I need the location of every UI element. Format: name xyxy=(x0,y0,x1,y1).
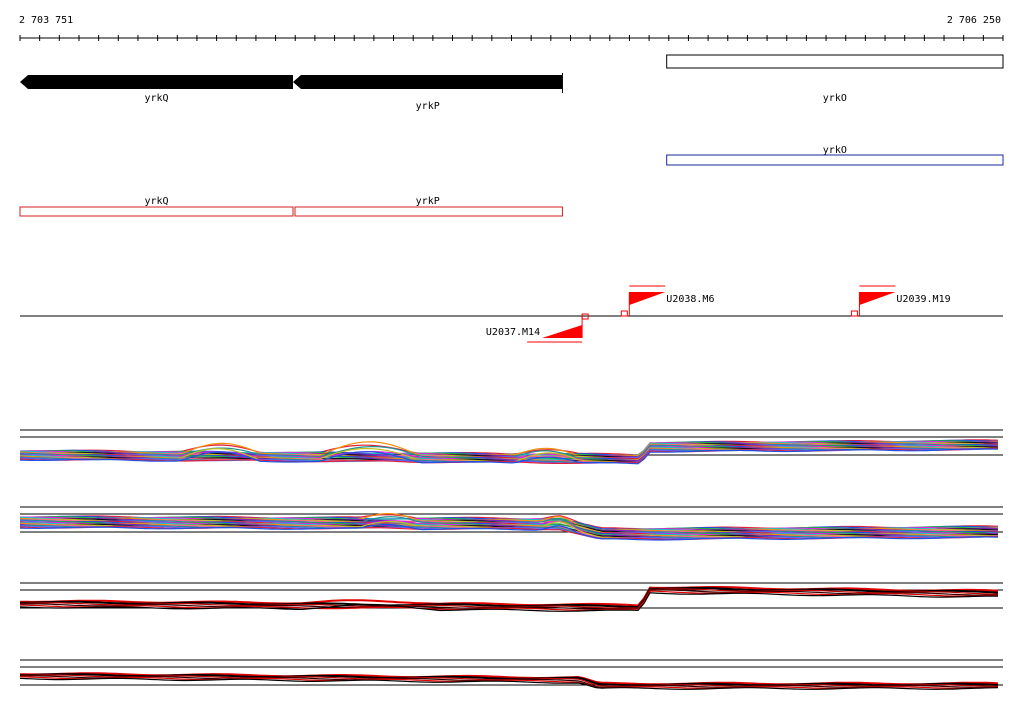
expression-profile-line xyxy=(19,523,999,541)
ruler-end-label: 2 706 250 xyxy=(947,15,1001,26)
gene-label-yrkP: yrkP xyxy=(416,101,440,112)
marker-box xyxy=(850,310,858,317)
expression-track-3 xyxy=(19,582,1003,612)
expression-profile-line xyxy=(19,589,999,610)
annotation-label-yrkQ: yrkQ xyxy=(144,196,168,207)
marker-flag xyxy=(542,325,583,338)
gene-label-yrkQ: yrkQ xyxy=(144,93,168,104)
expression-profile-line xyxy=(19,590,999,611)
expression-profile-line xyxy=(19,673,999,687)
expression-track-4 xyxy=(19,659,1003,690)
annotation-yrkP xyxy=(294,206,563,217)
gene-yrkO xyxy=(666,54,1004,69)
marker-track: U2037.M14 U2038.M6 U2039.M19 xyxy=(20,285,1003,343)
annotation-label-yrkP: yrkP xyxy=(416,196,440,207)
expression-profile-line xyxy=(19,677,999,690)
expression-track-2 xyxy=(19,506,1003,541)
marker-label-U2037.M14: U2037.M14 xyxy=(486,327,540,338)
marker-box xyxy=(581,313,589,320)
expression-profile-line xyxy=(19,448,999,465)
marker-box xyxy=(620,310,628,317)
expression-tracks xyxy=(19,429,1003,690)
annotation-label-yrkO: yrkO xyxy=(823,145,847,156)
marker-label-U2038.M6: U2038.M6 xyxy=(666,294,714,305)
annotation-yrkO xyxy=(666,154,1004,166)
gene-yrkP xyxy=(292,75,563,89)
marker-label-U2039.M19: U2039.M19 xyxy=(896,294,950,305)
ruler-start-label: 2 703 751 xyxy=(19,15,73,26)
marker-flag xyxy=(859,292,896,305)
marker-flag xyxy=(629,292,666,305)
annotation-yrkQ xyxy=(19,206,294,217)
annotation-track-blue: yrkO xyxy=(666,145,1004,166)
coordinate-ruler: 2 703 751 2 706 250 xyxy=(19,15,1004,41)
annotation-track-red: yrkQ yrkP xyxy=(19,196,563,217)
gene-yrkQ xyxy=(20,75,293,89)
expression-profile-line xyxy=(19,587,999,609)
expression-profile-line xyxy=(19,592,998,612)
ruler-ticks xyxy=(19,35,1004,41)
gene-track: yrkQ yrkP yrkO xyxy=(20,54,1004,112)
gene-label-yrkO: yrkO xyxy=(823,93,847,104)
expression-track-1 xyxy=(19,429,1003,465)
